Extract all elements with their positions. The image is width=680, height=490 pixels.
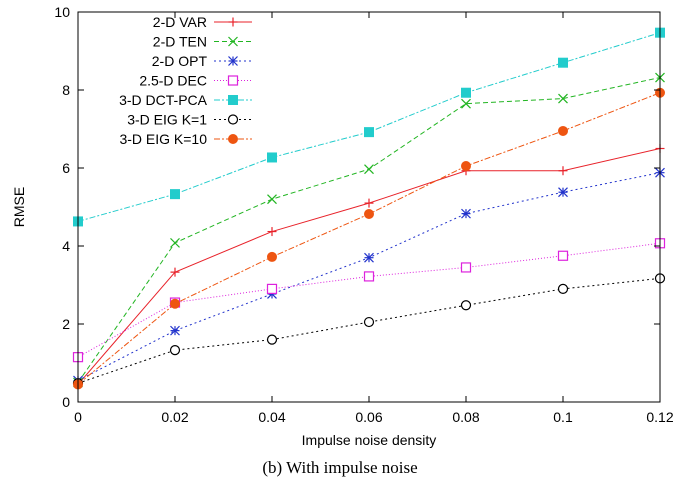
data-point [170, 325, 180, 336]
data-point [364, 198, 374, 208]
data-point [363, 316, 375, 328]
data-point [557, 250, 569, 261]
data-point [364, 164, 374, 175]
legend-label: 2-D OPT [152, 53, 208, 69]
data-point [558, 93, 568, 104]
x-axis-label: Impulse noise density [302, 432, 437, 448]
legend-marker [228, 36, 238, 47]
data-point [461, 98, 471, 109]
series-5 [72, 273, 666, 389]
series-line [77, 148, 661, 385]
x-tick-label: 0.12 [646, 409, 673, 425]
data-point [169, 345, 181, 356]
y-axis-label: RMSE [11, 187, 27, 227]
y-tick-label: 0 [62, 394, 70, 410]
legend-entry: 2-D VAR [153, 14, 252, 30]
y-tick-label: 6 [62, 160, 70, 176]
legend-label: 3-D EIG K=1 [127, 112, 207, 128]
data-point [364, 127, 374, 138]
legend-label: 3-D EIG K=10 [119, 131, 207, 147]
data-point [460, 262, 472, 273]
legend-marker [227, 75, 239, 86]
figure-caption: (b) With impulse noise [262, 458, 418, 477]
legend-label: 2-D VAR [153, 14, 207, 30]
legend-marker [228, 95, 238, 105]
data-point [267, 152, 277, 163]
legend-entry: 2.5-D DEC [139, 73, 252, 89]
data-point [460, 300, 472, 311]
data-point [461, 208, 471, 219]
legend: 2-D VAR 2-D TEN 2-D OPT 2.5-D DEC 3-D DCT-PC… [119, 14, 252, 147]
legend-marker [227, 114, 239, 125]
data-point [558, 125, 568, 136]
x-tick-label: 0.06 [355, 409, 382, 425]
data-point [267, 227, 277, 237]
axes-layer: 0 2 4 6 8 10 0 0.02 0.04 0.06 0.08 0.1 0.12 [54, 4, 673, 425]
legend-entry: 2-D OPT [152, 53, 252, 69]
data-point [170, 298, 180, 309]
data-point [363, 271, 375, 282]
legend-label: 3-D DCT-PCA [119, 92, 208, 108]
y-tick-label: 8 [62, 82, 70, 98]
y-tick-label: 2 [62, 316, 70, 332]
legend-entry: 3-D DCT-PCA [119, 92, 252, 108]
legend-marker [228, 134, 238, 144]
data-point [267, 194, 277, 205]
data-point [557, 283, 569, 294]
x-tick-label: 0.08 [452, 409, 479, 425]
series-layer [72, 27, 666, 390]
y-tick-label: 4 [62, 238, 70, 254]
x-tick-label: 0 [74, 409, 82, 425]
series-line [77, 277, 661, 384]
y-tick-label: 10 [54, 4, 70, 20]
data-point [267, 251, 277, 262]
data-point [170, 189, 180, 200]
data-point [461, 161, 471, 172]
x-tick-label: 0.1 [553, 409, 573, 425]
legend-entry: 3-D EIG K=10 [119, 131, 252, 147]
data-point [364, 209, 374, 220]
legend-marker [228, 17, 238, 27]
data-point [558, 57, 568, 68]
legend-marker [228, 56, 238, 66]
series-0 [73, 144, 665, 389]
data-point [364, 252, 374, 263]
legend-label: 2.5-D DEC [139, 73, 207, 89]
data-point [266, 283, 278, 294]
legend-entry: 2-D TEN [153, 34, 252, 50]
legend-label: 2-D TEN [153, 34, 207, 50]
data-point [170, 267, 180, 277]
data-point [558, 166, 568, 176]
data-point [266, 334, 278, 345]
data-point [558, 187, 568, 198]
x-tick-label: 0.04 [258, 409, 285, 425]
data-point [170, 237, 180, 248]
legend-entry: 3-D EIG K=1 [127, 112, 252, 128]
x-tick-label: 0.02 [161, 409, 188, 425]
data-point [461, 87, 471, 98]
